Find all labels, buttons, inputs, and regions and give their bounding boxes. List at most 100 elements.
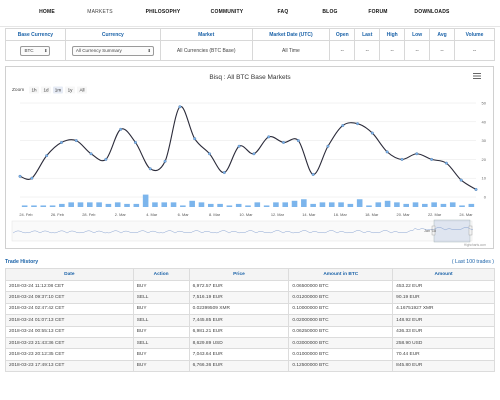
volume-bar	[366, 205, 372, 207]
nav-markets[interactable]: MARKETS	[87, 9, 113, 15]
volume-value: --	[454, 40, 495, 61]
volume-bar	[356, 199, 363, 207]
data-point[interactable]	[89, 152, 93, 156]
cell-price: 6,972.57 EUR	[188, 279, 290, 293]
zoom-button-1h[interactable]: 1h	[29, 86, 39, 94]
navigator-left-handle[interactable]	[431, 225, 436, 236]
data-point[interactable]	[370, 131, 374, 135]
volume-bar	[394, 202, 400, 207]
last-100-trades-link[interactable]: ( Last 100 trades )	[451, 259, 494, 265]
low-value: --	[404, 40, 431, 61]
header-amount: Amount	[392, 268, 495, 281]
cell-date: 2018-03-23 20:12:35 CET	[5, 348, 134, 361]
data-point[interactable]	[45, 154, 49, 158]
data-point[interactable]	[341, 124, 345, 128]
cell-action: SELL	[132, 336, 190, 350]
x-tick-label: 28. Feb	[82, 212, 95, 217]
data-point[interactable]	[237, 144, 241, 148]
cell-amount: 4.16751927 XMR	[392, 302, 495, 316]
currency-value: All Currency Summary	[75, 47, 122, 53]
volume-bar	[87, 202, 93, 207]
nav-downloads[interactable]: DOWNLOADS	[414, 9, 450, 15]
cell-amount-btc: 0.06500000 BTC	[288, 279, 394, 293]
data-point[interactable]	[193, 137, 197, 141]
navigator-selection[interactable]	[433, 219, 471, 243]
data-point[interactable]	[444, 161, 448, 165]
nav-faq[interactable]: FAQ	[277, 9, 289, 15]
data-point[interactable]	[311, 172, 315, 176]
nav-blog[interactable]: BLOG	[322, 9, 338, 15]
nav-philosophy[interactable]: PHILOSOPHY	[145, 9, 181, 15]
data-point[interactable]	[134, 141, 137, 144]
data-point[interactable]	[459, 178, 463, 182]
data-point[interactable]	[18, 174, 22, 178]
currency-select[interactable]: All Currency Summary ⬍	[71, 45, 154, 56]
x-tick-label: 24. Mar	[459, 212, 473, 217]
data-point[interactable]	[267, 135, 271, 139]
zoom-button-1m[interactable]: 1m	[53, 86, 63, 94]
cell-action: BUY	[132, 302, 190, 316]
data-point[interactable]	[163, 159, 167, 163]
zoom-button-1y[interactable]: 1y	[65, 86, 75, 94]
high-value: --	[379, 40, 406, 61]
navigator-series-line	[12, 227, 474, 234]
base-currency-select[interactable]: BTC ⬍	[20, 45, 51, 56]
volume-bar	[319, 202, 326, 207]
data-point[interactable]	[148, 167, 152, 171]
zoom-button-label: All	[79, 88, 84, 93]
data-point[interactable]	[119, 127, 123, 131]
zoom-button-label: 1d	[43, 88, 49, 93]
nav-home[interactable]: HOME	[39, 9, 55, 15]
volume-bar	[31, 205, 37, 207]
table-row: 2018-03-24 02:47:42 CET BUY 0.02399509 XMR…	[5, 302, 495, 316]
price-chart: Bisq : All BTC Base Markets Zoom 1h 1d 1m 1…	[11, 73, 487, 247]
market-value: All Currencies (BTC Base)	[159, 40, 253, 61]
volume-bar	[338, 202, 344, 207]
cell-date: 2018-03-23 17:49:13 CET	[5, 359, 134, 373]
hamburger-menu-icon[interactable]	[473, 73, 481, 79]
table-row: 2018-03-24 11:12:08 CET BUY 6,972.57 EUR 0.…	[5, 279, 495, 293]
header-price: Price	[188, 268, 290, 281]
volume-bar	[189, 200, 195, 207]
market-date-value: All Time	[251, 40, 331, 61]
data-point[interactable]	[208, 152, 211, 156]
data-point[interactable]	[430, 157, 434, 161]
volume-bar	[431, 202, 437, 207]
zoom-button-all[interactable]: All	[77, 86, 87, 94]
x-tick-label: 12. Mar	[271, 212, 285, 217]
navigator-area[interactable]	[11, 220, 473, 242]
table-row: 2018-03-24 09:37:10 CET SELL 7,516.19 EUR 0…	[5, 291, 495, 304]
data-point[interactable]	[104, 157, 108, 161]
zoom-button-1d[interactable]: 1d	[41, 86, 51, 94]
x-tick-label: 10. Mar	[239, 212, 253, 217]
cell-action: BUY	[132, 325, 190, 338]
data-point[interactable]	[400, 157, 404, 161]
data-point[interactable]	[30, 176, 34, 180]
cell-action: BUY	[132, 279, 190, 293]
nav-forum[interactable]: FORUM	[368, 9, 388, 15]
table-row: 2018-03-23 17:49:13 CET BUY 6,766.36 EUR 0.…	[5, 359, 495, 373]
nav-community[interactable]: COMMUNITY	[210, 9, 244, 15]
cell-amount-btc: 0.10000000 BTC	[288, 302, 394, 316]
header-avg: Avg	[429, 28, 456, 41]
data-point[interactable]	[296, 139, 300, 143]
header-date: Date	[5, 268, 134, 281]
data-point[interactable]	[415, 152, 419, 156]
volume-bar	[124, 203, 130, 207]
chart-credit[interactable]: Highcharts.com	[464, 243, 486, 247]
data-point[interactable]	[222, 171, 226, 175]
data-point[interactable]	[74, 139, 78, 143]
data-point[interactable]	[326, 144, 330, 148]
data-point[interactable]	[252, 152, 256, 156]
cell-price: 7,043.64 EUR	[188, 348, 290, 361]
data-point[interactable]	[356, 122, 360, 126]
data-point[interactable]	[385, 150, 389, 154]
data-point[interactable]	[60, 141, 63, 144]
volume-bar	[468, 203, 475, 207]
navigator-right-handle[interactable]	[468, 225, 473, 236]
data-point[interactable]	[474, 188, 478, 191]
volume-bar	[161, 202, 168, 207]
data-point[interactable]	[178, 105, 182, 109]
data-point[interactable]	[282, 141, 285, 144]
volume-bar	[273, 202, 279, 207]
